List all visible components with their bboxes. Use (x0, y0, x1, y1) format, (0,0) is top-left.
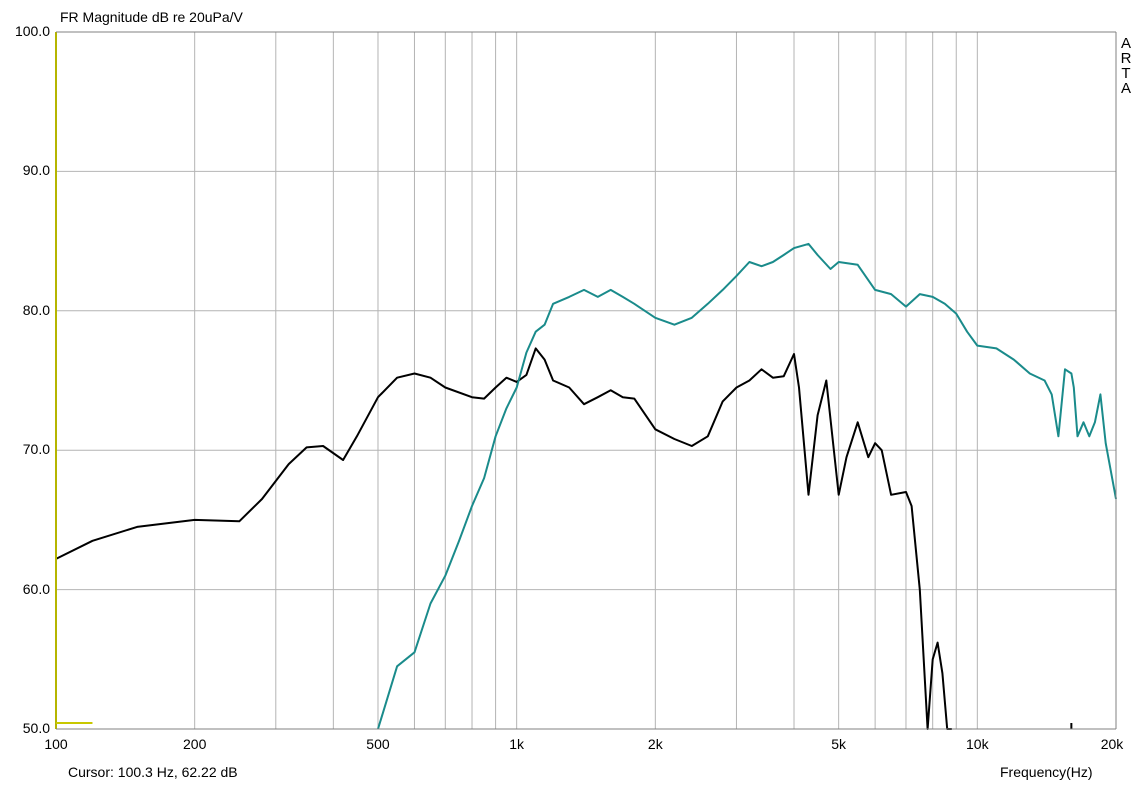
x-tick-label: 200 (182, 736, 207, 752)
series-layer (55, 242, 1117, 730)
x-tick-label: 1k (509, 736, 525, 752)
cursor-readout: Cursor: 100.3 Hz, 62.22 dB (68, 764, 238, 780)
arta-letter: A (1120, 35, 1131, 52)
x-tick-label: 500 (366, 736, 390, 752)
grid-lines (55, 31, 1117, 730)
arta-letter: R (1120, 50, 1132, 67)
y-tick-label: 60.0 (22, 580, 50, 597)
arta-letter: A (1120, 80, 1131, 97)
y-tick-label: 80.0 (22, 301, 50, 318)
chart-title: FR Magnitude dB re 20uPa/V (60, 9, 243, 25)
x-tick-label: 5k (831, 736, 847, 752)
y-tick-label: 90.0 (22, 162, 50, 179)
y-tick-label: 50.0 (22, 720, 50, 736)
black-response-line (55, 347, 952, 730)
x-axis-label: Frequency(Hz) (1000, 764, 1093, 780)
x-tick-label: 100 (44, 736, 68, 752)
arta-letter: T (1121, 65, 1131, 82)
y-tick-label: 100.0 (14, 23, 50, 39)
x-tick-label: 10k (966, 736, 989, 752)
teal-response-line (377, 242, 1117, 730)
x-tick-label: 20k (1100, 736, 1124, 752)
plot-frame (55, 31, 1117, 730)
arta-logo: A R T A (1119, 36, 1133, 96)
y-tick-label: 70.0 (22, 441, 50, 458)
x-tick-label: 2k (647, 736, 663, 752)
